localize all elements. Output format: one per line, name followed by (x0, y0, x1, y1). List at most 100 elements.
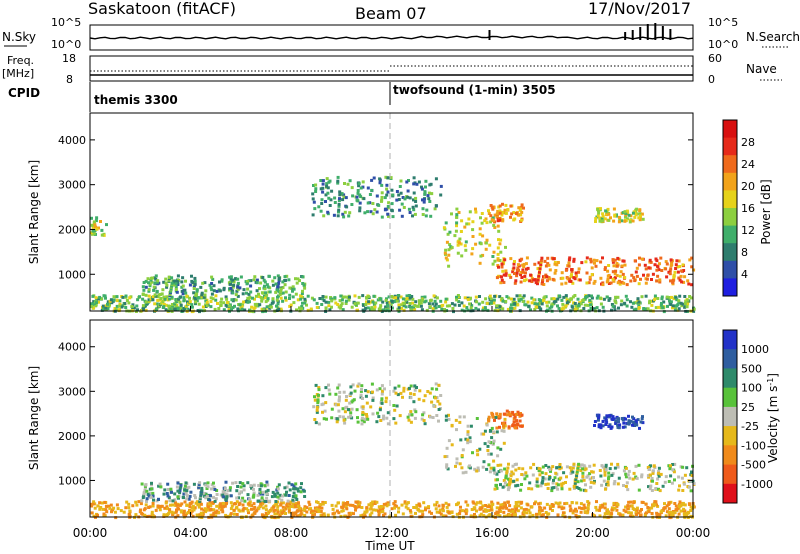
heatmap-cell (223, 504, 227, 508)
heatmap-cell (612, 417, 616, 421)
heatmap-cell (610, 512, 614, 516)
heatmap-cell (516, 263, 520, 267)
heatmap-cell (645, 511, 648, 515)
heatmap-cell (361, 407, 365, 411)
heatmap-cell (386, 212, 390, 216)
heatmap-cell (340, 192, 344, 196)
heatmap-cell (127, 512, 131, 516)
heatmap-cell (361, 397, 364, 400)
heatmap-cell (413, 388, 417, 392)
heatmap-cell (435, 296, 439, 300)
heatmap-cell (219, 304, 223, 307)
heatmap-cell (227, 304, 231, 308)
heatmap-cell (654, 306, 658, 310)
heatmap-cell (470, 508, 474, 511)
nave-tick-low: 0 (708, 73, 715, 86)
heatmap-cell (217, 307, 221, 310)
heatmap-cell (491, 219, 495, 222)
heatmap-cell (371, 398, 375, 402)
heatmap-cell (155, 289, 159, 293)
heatmap-cell (493, 308, 497, 312)
heatmap-cell (207, 502, 211, 506)
heatmap-cell (569, 275, 573, 278)
heatmap-cell (520, 413, 524, 417)
heatmap-cell (528, 279, 532, 283)
heatmap-cell (324, 386, 328, 390)
heatmap-cell (635, 506, 639, 510)
heatmap-cell (574, 304, 578, 308)
heatmap-cell (478, 227, 482, 231)
heatmap-cell (176, 481, 180, 485)
heatmap-cell (477, 468, 480, 472)
heatmap-cell (486, 449, 490, 452)
heatmap-cell (417, 397, 421, 401)
heatmap-cell (522, 262, 526, 266)
heatmap-cell (408, 294, 412, 297)
heatmap-cell (501, 202, 504, 206)
heatmap-cell (571, 511, 575, 515)
heatmap-cell (99, 506, 103, 509)
heatmap-cell (248, 295, 252, 299)
heatmap-cell (415, 503, 419, 507)
heatmap-cell (281, 299, 285, 303)
heatmap-cell (522, 510, 526, 514)
heatmap-cell (399, 179, 403, 183)
heatmap-cell (684, 513, 687, 517)
heatmap-cell (601, 465, 605, 469)
heatmap-cell (675, 259, 679, 263)
heatmap-cell (266, 488, 270, 492)
heatmap-cell (227, 514, 231, 518)
heatmap-cell (303, 286, 307, 290)
heatmap-cell (377, 509, 380, 513)
heatmap-cell (625, 217, 629, 221)
heatmap-cell (335, 509, 339, 513)
heatmap-cell (431, 416, 435, 419)
heatmap-cell (378, 507, 382, 511)
heatmap-cell (142, 490, 146, 494)
heatmap-cell (599, 260, 603, 264)
heatmap-cell (447, 264, 451, 268)
heatmap-cell (214, 298, 218, 302)
heatmap-cell (566, 300, 570, 304)
heatmap-cell (467, 217, 471, 221)
heatmap-cell (518, 414, 522, 418)
heatmap-cell (611, 277, 615, 281)
heatmap-cell (190, 500, 194, 504)
heatmap-cell (468, 297, 472, 301)
heatmap-cell (261, 296, 265, 300)
heatmap-cell (380, 215, 384, 219)
heatmap-cell (168, 293, 172, 296)
heatmap-cell (545, 275, 549, 279)
heatmap-cell (502, 510, 506, 514)
heatmap-cell (562, 506, 566, 510)
heatmap-cell (606, 277, 610, 281)
heatmap-cell (168, 276, 172, 280)
heatmap-cell (458, 512, 462, 515)
heatmap-cell (201, 305, 205, 309)
heatmap-cell (104, 508, 108, 512)
heatmap-cell (264, 504, 268, 508)
heatmap-cell (689, 296, 693, 300)
heatmap-cell (301, 289, 304, 293)
heatmap-cell (405, 300, 409, 304)
heatmap-cell (453, 234, 457, 238)
heatmap-cell (264, 300, 268, 304)
heatmap-cell (128, 509, 132, 513)
heatmap-cell (512, 262, 516, 266)
heatmap-cell (434, 204, 438, 208)
heatmap-cell (356, 420, 360, 424)
heatmap-cell (527, 304, 531, 308)
heatmap-cell (428, 415, 432, 419)
heatmap-cell (199, 285, 203, 289)
heatmap-cell (292, 491, 296, 495)
heatmap-cell (271, 279, 275, 283)
heatmap-cell (314, 183, 318, 187)
heatmap-cell (597, 423, 601, 427)
heatmap-cell (288, 304, 292, 308)
heatmap-cell (411, 214, 414, 218)
heatmap-cell (371, 412, 375, 416)
heatmap-cell (144, 503, 148, 507)
heatmap-cell (276, 510, 280, 514)
heatmap-cell (459, 230, 463, 233)
